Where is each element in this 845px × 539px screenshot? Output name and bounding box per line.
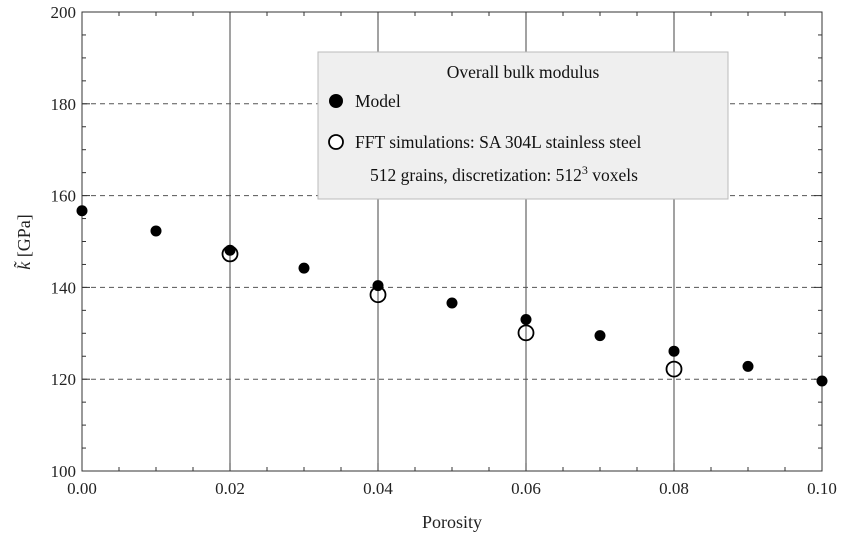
x-tick-label: 0.10 <box>807 479 837 498</box>
y-tick-label: 100 <box>51 462 77 481</box>
y-tick-label: 140 <box>51 278 77 297</box>
fft-point <box>665 360 683 378</box>
y-tick-label: 180 <box>51 95 77 114</box>
legend-label-fft: FFT simulations: SA 304L stainless steel <box>355 132 641 152</box>
legend-note-superscript: 3 <box>582 163 588 177</box>
legend-label-model: Model <box>355 91 401 111</box>
x-tick-label: 0.00 <box>67 479 97 498</box>
data-marks <box>76 205 828 387</box>
x-axis-title: Porosity <box>422 512 482 532</box>
tick-labels: 0.00 0.02 0.04 0.06 0.08 0.10 100 120 140 160 180 2… <box>51 3 837 498</box>
x-tick-label: 0.02 <box>215 479 245 498</box>
x-tick-label: 0.06 <box>511 479 541 498</box>
legend-marker-model <box>329 94 343 108</box>
model-point <box>372 280 384 292</box>
legend-title: Overall bulk modulus <box>447 62 600 82</box>
fft-point <box>221 245 239 263</box>
model-point <box>76 205 88 217</box>
legend-note: 512 grains, discretization: 5123 voxels <box>370 163 638 185</box>
model-point <box>150 225 162 237</box>
model-point <box>298 262 310 274</box>
legend: Overall bulk modulus Model FFT simulatio… <box>317 51 729 200</box>
y-tick-label: 120 <box>51 370 77 389</box>
legend-box <box>317 51 729 200</box>
fft-point <box>517 324 535 342</box>
y-tick-label: 200 <box>51 3 77 22</box>
fft-point <box>369 286 387 304</box>
model-point <box>594 330 606 342</box>
x-tick-label: 0.04 <box>363 479 393 498</box>
model-point <box>446 297 458 309</box>
model-point <box>520 314 532 326</box>
legend-marker-fft <box>328 134 344 150</box>
y-tick-label: 160 <box>51 187 77 206</box>
x-tick-label: 0.08 <box>659 479 689 498</box>
model-point <box>742 360 754 372</box>
y-axis-title: k̃ [GPa] <box>13 214 34 270</box>
model-point <box>668 345 680 357</box>
model-point <box>816 375 828 387</box>
axis-ticks <box>81 11 823 472</box>
